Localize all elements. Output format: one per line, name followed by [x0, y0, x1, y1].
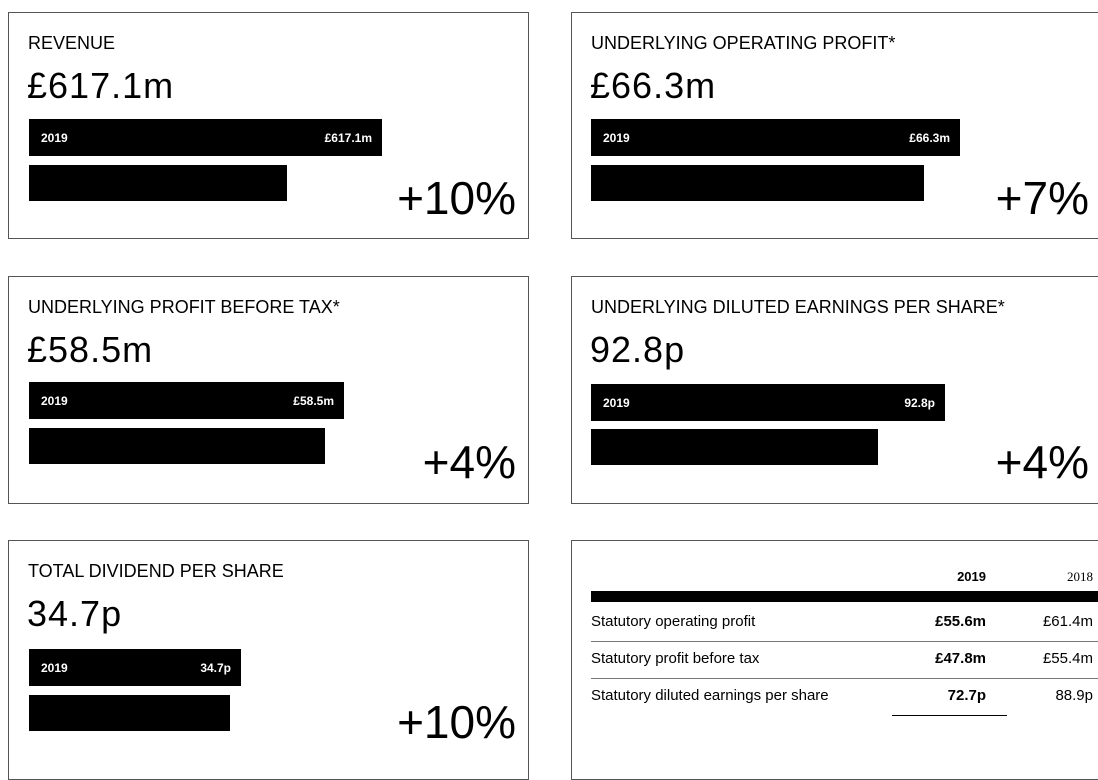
panel-title: UNDERLYING DILUTED EARNINGS PER SHARE*	[591, 297, 1005, 317]
change: +4%	[422, 436, 516, 488]
panel-title: REVENUE	[28, 33, 116, 53]
bar-year: 2019	[41, 130, 68, 145]
bar-2018	[29, 428, 325, 464]
headline-value: 92.8p	[590, 329, 686, 370]
bar-value: £58.5m	[293, 393, 334, 408]
col-rule	[892, 715, 1007, 716]
bar-value: £617.1m	[324, 130, 372, 145]
header-rule	[591, 591, 1098, 602]
bar-2018	[591, 165, 924, 201]
bar-2019: 2019 £617.1m	[29, 119, 382, 156]
bar-2019: 2019 £58.5m	[29, 382, 344, 419]
value-2019: 72.7p	[947, 687, 986, 704]
value-2018: £55.4m	[1042, 650, 1093, 667]
headline-value: £58.5m	[27, 329, 154, 370]
bar-2019: 2019 £66.3m	[591, 119, 960, 156]
bar-year: 2019	[603, 395, 630, 410]
bar-2019: 2019 34.7p	[29, 649, 241, 686]
row-label: Statutory diluted earnings per share	[591, 687, 829, 704]
table-header: 2018	[1067, 569, 1093, 584]
headline-value: £66.3m	[590, 65, 717, 106]
value-2019: £47.8m	[935, 650, 986, 667]
change: +4%	[995, 436, 1089, 488]
panel-title: UNDERLYING OPERATING PROFIT*	[591, 33, 896, 53]
kpi-panel: TOTAL DIVIDEND PER SHARE 34.7p 2019 34.7p +1…	[8, 540, 529, 780]
change: +10%	[397, 696, 516, 748]
bar-year: 2019	[41, 393, 68, 408]
change: +7%	[995, 172, 1089, 224]
table-panel: 2019 2018 Statutory operating profit £55.6m…	[571, 540, 1098, 780]
row-label: Statutory operating profit	[591, 613, 756, 630]
bar-year: 2019	[41, 660, 68, 675]
kpi-panel: UNDERLYING PROFIT BEFORE TAX* £58.5m 2019 £…	[8, 276, 529, 504]
bar-2018	[29, 695, 230, 731]
kpi-panel: UNDERLYING DILUTED EARNINGS PER SHARE* 92…	[571, 276, 1098, 504]
panel-title: TOTAL DIVIDEND PER SHARE	[28, 561, 284, 581]
bar-2019: 2019 92.8p	[591, 384, 945, 421]
value-2018: £61.4m	[1042, 613, 1093, 630]
page: REVENUE £617.1m 2019 £617.1m +10% UNDERLYING …	[8, 12, 1098, 780]
change: +10%	[397, 172, 516, 224]
row-rule	[591, 641, 1098, 642]
bar-2018	[591, 429, 878, 465]
row-label: Statutory profit before tax	[591, 650, 760, 667]
value-2018: 88.9p	[1055, 687, 1093, 704]
headline-value: £617.1m	[27, 65, 175, 106]
row-rule	[591, 678, 1098, 679]
panel-title: UNDERLYING PROFIT BEFORE TAX*	[28, 297, 340, 317]
bar-year: 2019	[603, 130, 630, 145]
bar-value: 92.8p	[904, 395, 935, 410]
value-2019: £55.6m	[935, 613, 986, 630]
kpi-panel: UNDERLYING OPERATING PROFIT* £66.3m 2019 £6…	[571, 12, 1098, 239]
table-header: 2019	[957, 569, 986, 584]
headline-value: 34.7p	[27, 593, 123, 634]
bar-value: £66.3m	[909, 130, 950, 145]
bar-value: 34.7p	[200, 660, 231, 675]
kpi-panel: REVENUE £617.1m 2019 £617.1m +10%	[8, 12, 529, 239]
bar-2018	[29, 165, 287, 201]
